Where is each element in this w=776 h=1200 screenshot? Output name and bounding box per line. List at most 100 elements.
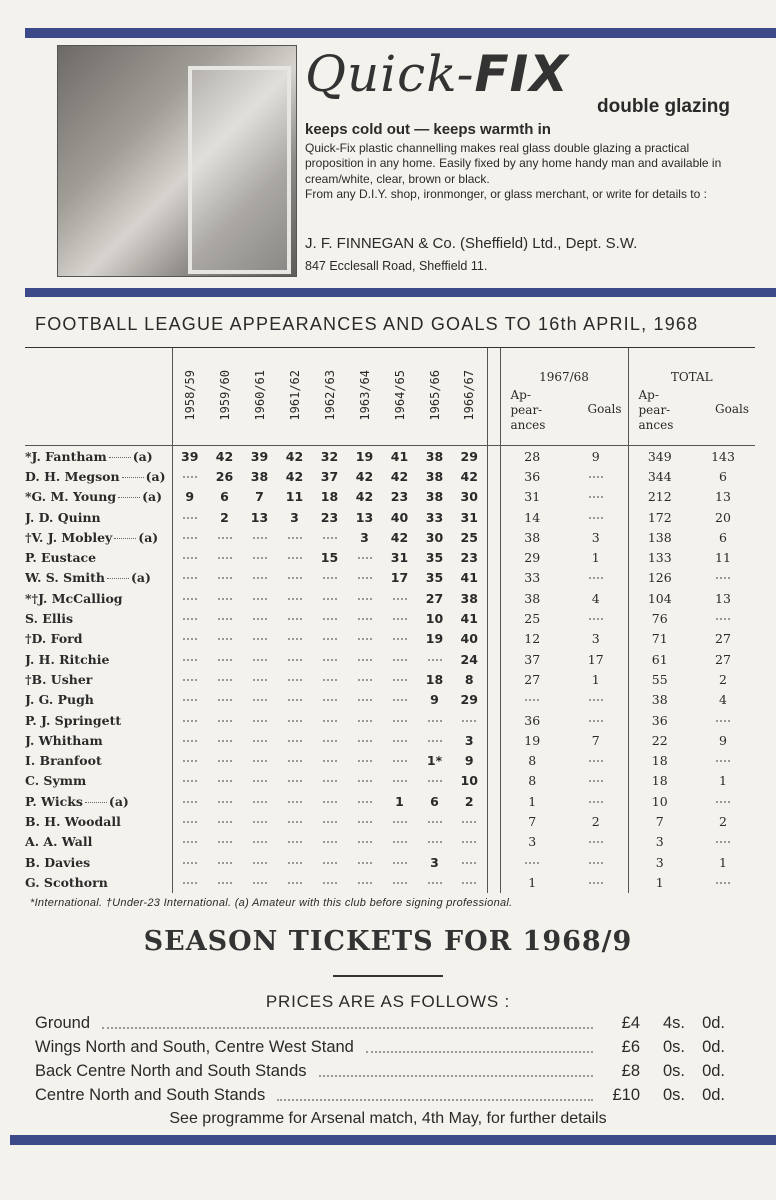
current-apps: 14 <box>499 506 564 528</box>
season-apps <box>171 750 207 771</box>
player-row: C. Symm 10 8 18 1 <box>25 770 755 792</box>
advert-product: double glazing <box>597 96 730 117</box>
season-apps: 9 <box>171 486 207 507</box>
price-shillings: 0s. <box>662 1037 685 1056</box>
total-apps-value: 138 <box>647 529 672 545</box>
season-apps: 25 <box>452 527 487 547</box>
season-apps-value: 42 <box>215 448 234 464</box>
season-apps-value: 19 <box>355 448 374 464</box>
current-apps <box>499 689 564 710</box>
total-apps-value: 133 <box>647 550 672 566</box>
empty-cell <box>392 841 407 844</box>
total-goals-value: 11 <box>715 550 731 566</box>
season-apps <box>312 832 347 852</box>
empty-cell <box>716 618 730 621</box>
season-header: 1962/63 <box>312 347 347 446</box>
total-apps-value: 212 <box>647 489 672 505</box>
player-row: P. Eustace 15 31 35 23 29 1 133 11 <box>25 547 755 568</box>
advert-company: J. F. FINNEGAN & Co. (Sheffield) Ltd., D… <box>305 235 638 252</box>
season-apps <box>382 811 417 831</box>
season-apps-value: 42 <box>285 448 304 464</box>
table-body: *J. Fantham (a) 39 42 39 42 32 19 41 38 29 28 9 349 14… <box>25 445 755 893</box>
player-row: B. H. Woodall 7 2 7 2 <box>25 811 755 832</box>
spacer <box>486 831 500 852</box>
season-header: 1964/65 <box>382 347 417 446</box>
empty-cell <box>252 820 267 823</box>
season-apps <box>277 527 312 547</box>
season-apps-value: 13 <box>250 509 269 525</box>
empty-cell <box>427 820 442 823</box>
current-apps: 33 <box>499 567 564 589</box>
spacer <box>486 547 500 568</box>
season-apps <box>207 588 242 608</box>
goals-header: Goals <box>587 402 622 416</box>
total-apps-value: 36 <box>651 712 668 728</box>
empty-cell <box>357 820 372 823</box>
empty-cell <box>287 800 302 803</box>
season-apps-value: 37 <box>320 468 339 484</box>
empty-cell <box>525 861 540 864</box>
season-apps-value: 33 <box>425 509 444 525</box>
season-apps-value: 2 <box>220 509 229 525</box>
season-apps <box>242 588 277 608</box>
group-header: TOTAL Ap-pear-ances Goals <box>627 347 755 446</box>
empty-cell <box>287 699 302 702</box>
season-apps-value: 23 <box>320 509 339 525</box>
current-goals <box>564 690 628 710</box>
season-apps: 3 <box>417 852 452 872</box>
player-name-text: B. Davies <box>25 854 91 870</box>
current-goals: 17 <box>564 649 628 669</box>
empty-cell <box>182 618 197 621</box>
empty-cell <box>287 760 302 763</box>
total-apps: 22 <box>627 730 691 751</box>
empty-cell <box>392 678 407 681</box>
current-apps: 38 <box>499 588 564 609</box>
empty-cell <box>287 739 302 742</box>
apps-header: Ap-pear-ances <box>511 388 546 433</box>
table-head: 1958/59 1959/60 1960/61 1961/62 1962/63 1963/… <box>25 347 755 446</box>
player-row: *J. Fantham (a) 39 42 39 42 32 19 41 38 29 28 9 349 14… <box>25 445 755 467</box>
season-apps <box>242 710 277 730</box>
season-apps: 39 <box>171 445 207 467</box>
empty-cell <box>588 841 603 844</box>
empty-cell <box>217 820 232 823</box>
empty-cell <box>252 658 267 661</box>
player-name-text: †D. Ford <box>25 631 83 647</box>
total-apps-value: 344 <box>647 468 672 484</box>
total-apps-value: 126 <box>647 570 672 586</box>
season-apps <box>242 730 277 750</box>
season-apps-value: 38 <box>460 590 478 606</box>
season-label: 1958/59 <box>182 369 197 421</box>
player-name-text: †B. Usher <box>25 671 93 687</box>
empty-cell <box>322 780 337 783</box>
current-apps: 3 <box>499 831 564 852</box>
player-row: I. Branfoot 1* 9 8 18 <box>25 750 755 771</box>
current-apps: 1 <box>499 791 564 812</box>
season-apps <box>382 588 417 608</box>
apps-header-line: ances <box>510 418 546 432</box>
season-apps-value: 38 <box>425 468 444 484</box>
spacer <box>486 709 500 731</box>
season-apps-value: 38 <box>425 448 444 464</box>
current-goals-value: 4 <box>591 590 600 606</box>
player-name-text: †V. J. Mobley <box>25 529 113 545</box>
empty-cell <box>322 800 337 803</box>
season-apps <box>277 832 312 852</box>
current-goals <box>564 568 628 588</box>
player-name-text: D. H. Megson <box>25 468 120 484</box>
season-apps <box>207 527 242 547</box>
season-apps-value: 10 <box>460 773 478 789</box>
season-apps <box>207 547 242 567</box>
season-apps-value: 8 <box>464 671 474 687</box>
total-goals-value: 1 <box>719 773 727 789</box>
season-apps: 42 <box>382 527 417 547</box>
player-name: A. A. Wall <box>25 832 172 852</box>
empty-cell <box>217 800 232 803</box>
empty-cell <box>322 739 337 742</box>
window-pane <box>188 66 291 274</box>
player-note: (a) <box>130 570 151 586</box>
empty-cell <box>392 699 407 702</box>
season-apps <box>312 771 347 791</box>
spacer <box>486 872 500 893</box>
current-goals-value: 3 <box>591 631 600 647</box>
